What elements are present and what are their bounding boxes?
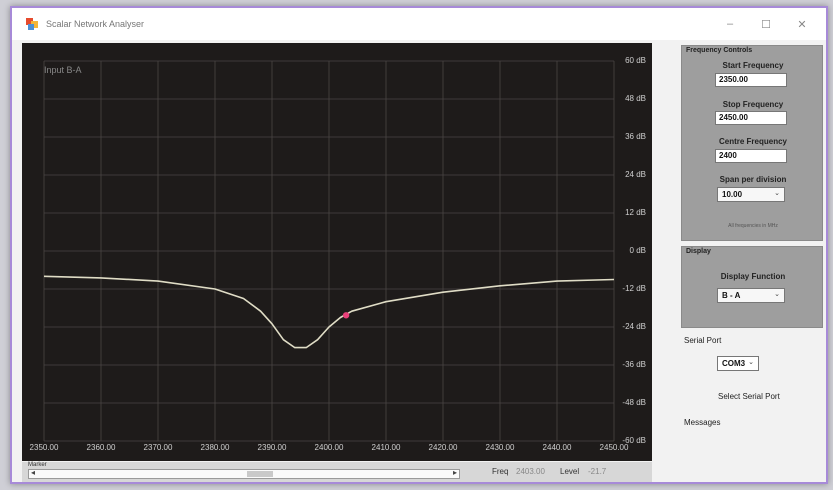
window-title: Scalar Network Analyser <box>46 19 145 29</box>
freq-tick-label: 2360.00 <box>86 443 116 452</box>
freq-tick-label: 2370.00 <box>143 443 173 452</box>
db-tick-label: 12 dB <box>625 208 646 217</box>
freq-tick-label: 2390.00 <box>257 443 287 452</box>
freq-tick-label: 2450.00 <box>599 443 629 452</box>
group-title: Frequency Controls <box>686 47 753 54</box>
db-tick-label: 0 dB <box>629 246 646 255</box>
trace-label: Input B-A <box>44 65 82 75</box>
serial-port-label: Serial Port <box>684 336 722 345</box>
title-bar: Scalar Network Analyser – ☐ ✕ <box>12 8 826 40</box>
db-tick-label: -12 dB <box>622 284 646 293</box>
marker-point[interactable] <box>342 312 350 319</box>
app-logo-icon <box>26 18 38 30</box>
marker-caption: Marker <box>28 462 47 468</box>
freq-tick-label: 2420.00 <box>428 443 458 452</box>
display-function-value: B - A <box>722 291 741 300</box>
app-window: Scalar Network Analyser – ☐ ✕ Input B-A … <box>10 6 828 484</box>
scroll-left-icon[interactable]: ◂ <box>31 468 36 477</box>
units-note: All frequencies in MHz <box>728 223 778 229</box>
marker-level-label: Level <box>560 467 580 476</box>
close-button[interactable]: ✕ <box>797 18 807 31</box>
start-frequency-input[interactable]: 2350.00 <box>715 73 787 87</box>
chevron-down-icon: ⌄ <box>774 190 780 197</box>
marker-bar: Marker ◂ ▸ Freq 2403.00 Level -21.7 <box>22 462 652 482</box>
marker-scrollbar[interactable]: ◂ ▸ <box>28 468 460 479</box>
freq-tick-label: 2380.00 <box>200 443 230 452</box>
span-select[interactable]: 10.00 ⌄ <box>717 187 785 202</box>
chevron-down-icon: ⌄ <box>774 291 780 298</box>
db-tick-label: 36 dB <box>625 132 646 141</box>
stop-frequency-input[interactable]: 2450.00 <box>715 111 787 125</box>
freq-tick-label: 2400.00 <box>314 443 344 452</box>
freq-tick-label: 2430.00 <box>485 443 515 452</box>
stop-frequency-label: Stop Frequency <box>722 100 784 109</box>
serial-port-select[interactable]: COM3 ⌄ <box>717 356 759 371</box>
freq-tick-label: 2350.00 <box>29 443 59 452</box>
marker-freq-value: 2403.00 <box>516 467 545 476</box>
db-tick-label: -60 dB <box>622 436 646 445</box>
marker-freq-label: Freq <box>492 467 509 476</box>
messages-label: Messages <box>684 418 721 427</box>
centre-frequency-label: Centre Frequency <box>718 137 788 146</box>
serial-port-value: COM3 <box>722 359 746 368</box>
freq-tick-label: 2440.00 <box>542 443 572 452</box>
db-tick-label: -48 dB <box>622 398 646 407</box>
centre-frequency-input[interactable]: 2400 <box>715 149 787 163</box>
marker-level-value: -21.7 <box>588 467 607 476</box>
select-serial-port-button[interactable]: Select Serial Port <box>718 392 780 401</box>
display-group: Display Display Function B - A ⌄ <box>681 246 823 328</box>
chevron-down-icon: ⌄ <box>748 359 754 366</box>
start-frequency-label: Start Frequency <box>722 61 784 70</box>
display-function-label: Display Function <box>720 272 786 281</box>
span-value: 10.00 <box>722 190 743 199</box>
db-tick-label: -24 dB <box>622 322 646 331</box>
window-controls: – ☐ ✕ <box>712 8 820 40</box>
scroll-right-icon[interactable]: ▸ <box>452 468 457 477</box>
maximize-button[interactable]: ☐ <box>761 18 771 31</box>
plot-area[interactable]: Input B-A 60 dB 48 dB 36 dB 24 dB 12 dB 0 dB -… <box>22 43 652 461</box>
scroll-thumb[interactable] <box>247 471 273 477</box>
freq-tick-label: 2410.00 <box>371 443 401 452</box>
frequency-controls-group: Frequency Controls Start Frequency 2350.… <box>681 45 823 241</box>
db-tick-label: 60 dB <box>625 56 646 65</box>
db-tick-label: -36 dB <box>622 360 646 369</box>
group-title: Display <box>686 248 711 255</box>
trace-line <box>43 275 615 349</box>
db-tick-label: 48 dB <box>625 94 646 103</box>
plot-chart <box>43 60 615 442</box>
span-label: Span per division <box>719 175 787 184</box>
minimize-button[interactable]: – <box>726 18 734 30</box>
db-tick-label: 24 dB <box>625 170 646 179</box>
display-function-select[interactable]: B - A ⌄ <box>717 288 785 303</box>
